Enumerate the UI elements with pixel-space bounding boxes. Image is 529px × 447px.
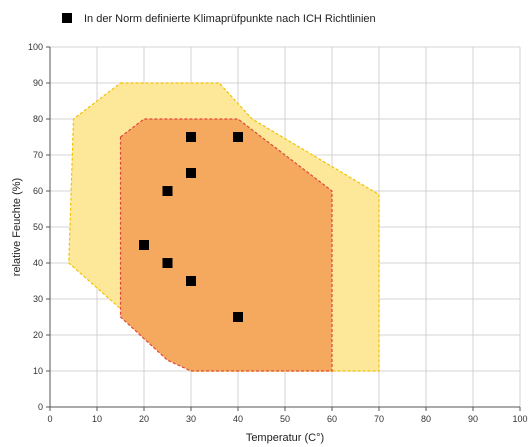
x-tick-label-10: 100	[512, 414, 527, 424]
x-tick-label-9: 90	[468, 414, 478, 424]
y-tick-label-2: 20	[33, 330, 43, 340]
x-tick-label-6: 60	[327, 414, 337, 424]
data-point-2	[186, 168, 196, 178]
x-axis-ticks: 0 10 20 30 40 50 60 70 80 90 100	[47, 407, 528, 424]
y-tick-label-3: 30	[33, 294, 43, 304]
x-tick-label-3: 30	[186, 414, 196, 424]
y-tick-label-7: 70	[33, 150, 43, 160]
data-point-4	[139, 240, 149, 250]
legend: In der Norm definierte Klimaprüfpunkte n…	[62, 13, 376, 25]
data-point-5	[162, 258, 173, 268]
legend-marker-square	[62, 13, 72, 23]
data-point-7	[233, 312, 243, 322]
data-point-1	[233, 132, 243, 142]
legend-label: In der Norm definierte Klimaprüfpunkte n…	[84, 13, 376, 25]
x-tick-label-7: 70	[374, 414, 384, 424]
climate-region-1	[119, 118, 333, 372]
climate-regions	[68, 82, 380, 372]
data-point-3	[162, 186, 173, 196]
y-tick-label-8: 80	[33, 114, 43, 124]
y-axis-ticks: 0 10 20 30 40 50 60 70 80 90 100	[28, 42, 50, 412]
y-tick-label-0: 0	[38, 402, 43, 412]
y-tick-label-4: 40	[33, 258, 43, 268]
data-points	[139, 132, 243, 322]
data-point-6	[186, 276, 196, 286]
y-tick-label-10: 100	[28, 42, 43, 52]
x-tick-label-5: 50	[280, 414, 290, 424]
y-tick-label-6: 60	[33, 186, 43, 196]
x-tick-label-8: 80	[421, 414, 431, 424]
y-tick-label-5: 50	[33, 222, 43, 232]
x-tick-label-0: 0	[47, 414, 52, 424]
x-axis-label: Temperatur (C°)	[246, 432, 324, 444]
data-point-0	[186, 132, 196, 142]
y-tick-label-1: 10	[33, 366, 43, 376]
x-tick-label-4: 40	[233, 414, 243, 424]
x-tick-label-1: 10	[92, 414, 102, 424]
y-tick-label-9: 90	[33, 78, 43, 88]
y-axis-label: relative Feuchte (%)	[11, 178, 23, 276]
x-tick-label-2: 20	[139, 414, 149, 424]
